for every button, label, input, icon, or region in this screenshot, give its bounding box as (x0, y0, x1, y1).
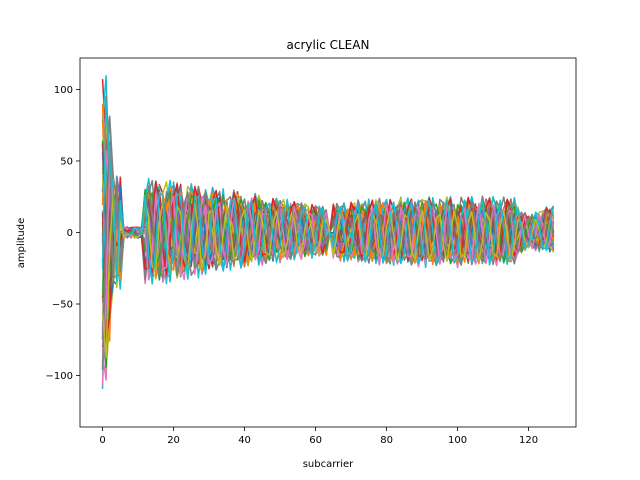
y-tick-label: 100 (54, 85, 73, 96)
x-tick-label: 60 (309, 435, 322, 446)
x-tick-label: 20 (167, 435, 180, 446)
x-tick-label: 80 (380, 435, 393, 446)
series-line (101, 192, 555, 359)
series-line (101, 100, 555, 285)
x-axis-label: subcarrier (303, 459, 354, 470)
x-axis: 0 20 40 60 80 100 120 (99, 427, 538, 446)
x-tick-label: 120 (519, 435, 538, 446)
x-tick-label: 40 (238, 435, 251, 446)
series-line (101, 141, 555, 371)
y-axis-label: amplitude (16, 218, 27, 269)
series-layer (101, 75, 555, 390)
x-tick-label: 100 (448, 435, 467, 446)
y-tick-label: 50 (60, 156, 73, 167)
y-tick-label: −100 (46, 371, 73, 382)
y-axis: −100 −50 0 50 100 (46, 85, 80, 382)
x-tick-label: 0 (99, 435, 105, 446)
plot-frame (79, 57, 577, 428)
series-line (101, 154, 555, 386)
chart-title: acrylic CLEAN (287, 38, 370, 52)
y-tick-label: 0 (67, 228, 73, 239)
y-tick-label: −50 (52, 300, 73, 311)
